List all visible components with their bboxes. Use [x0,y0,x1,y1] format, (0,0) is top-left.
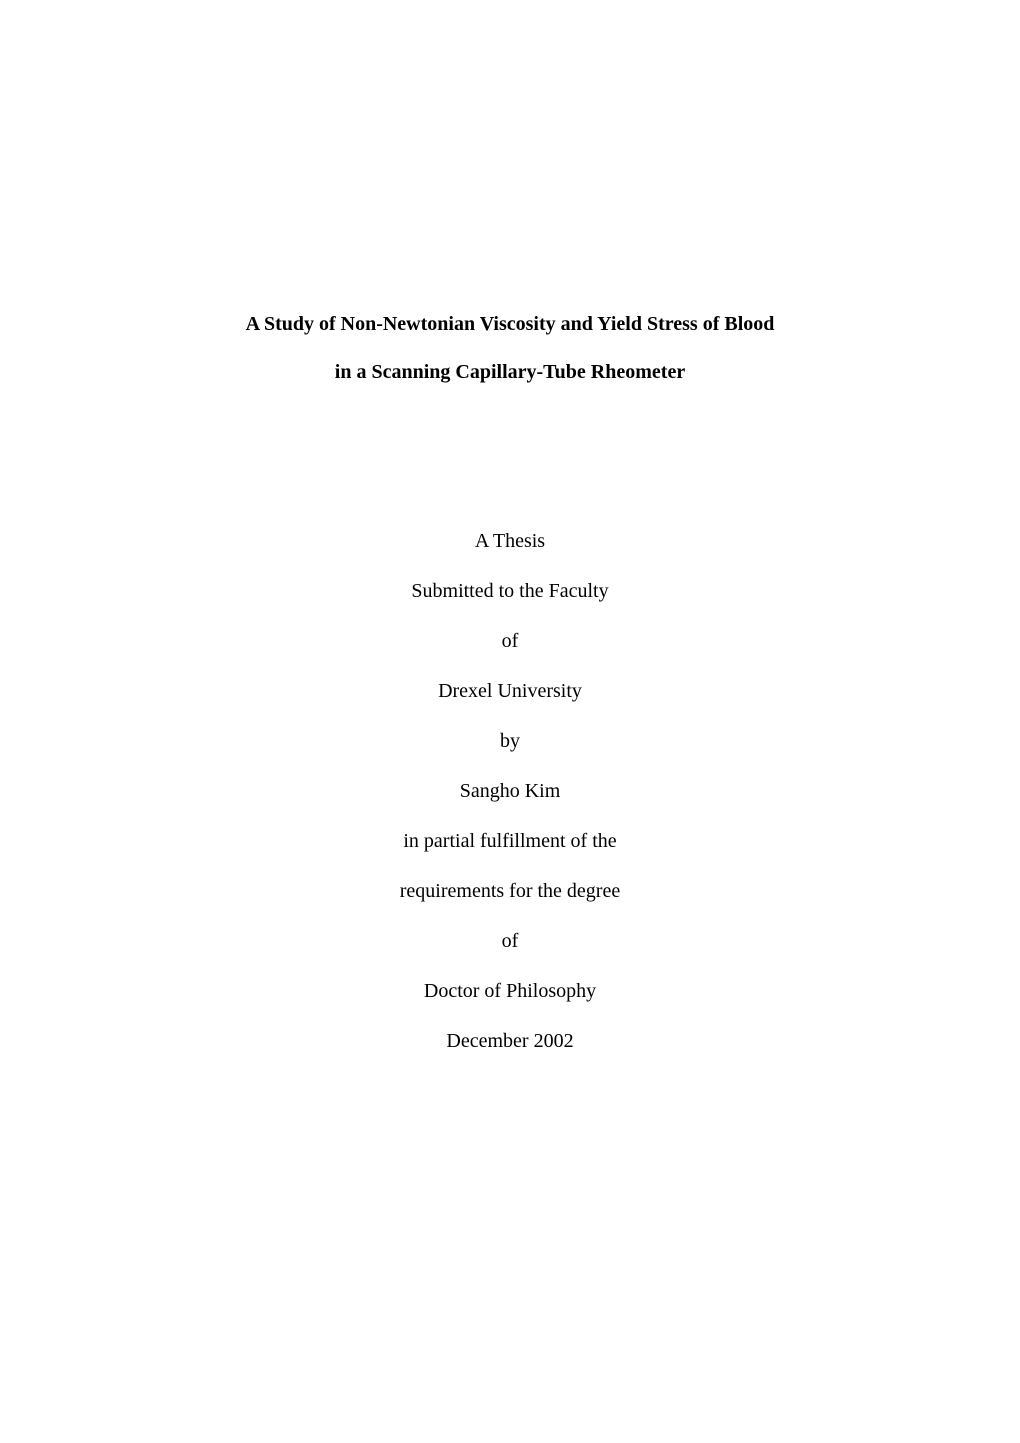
body-line: Drexel University [438,666,582,716]
body-line: Doctor of Philosophy [424,966,596,1016]
thesis-frontmatter: A Thesis Submitted to the Faculty of Dre… [170,516,850,1066]
title-line-1: A Study of Non-Newtonian Viscosity and Y… [170,300,850,348]
title-line-2: in a Scanning Capillary-Tube Rheometer [170,348,850,396]
body-line: of [502,616,519,666]
body-line: of [502,916,519,966]
body-line: in partial fulfillment of the [403,816,616,866]
body-line: by [500,716,520,766]
body-line: requirements for the degree [400,866,620,916]
body-line: Sangho Kim [460,766,561,816]
thesis-title: A Study of Non-Newtonian Viscosity and Y… [170,300,850,396]
thesis-title-page: A Study of Non-Newtonian Viscosity and Y… [0,0,1020,1443]
body-line: A Thesis [475,516,545,566]
body-line: Submitted to the Faculty [411,566,608,616]
body-line: December 2002 [446,1016,573,1066]
